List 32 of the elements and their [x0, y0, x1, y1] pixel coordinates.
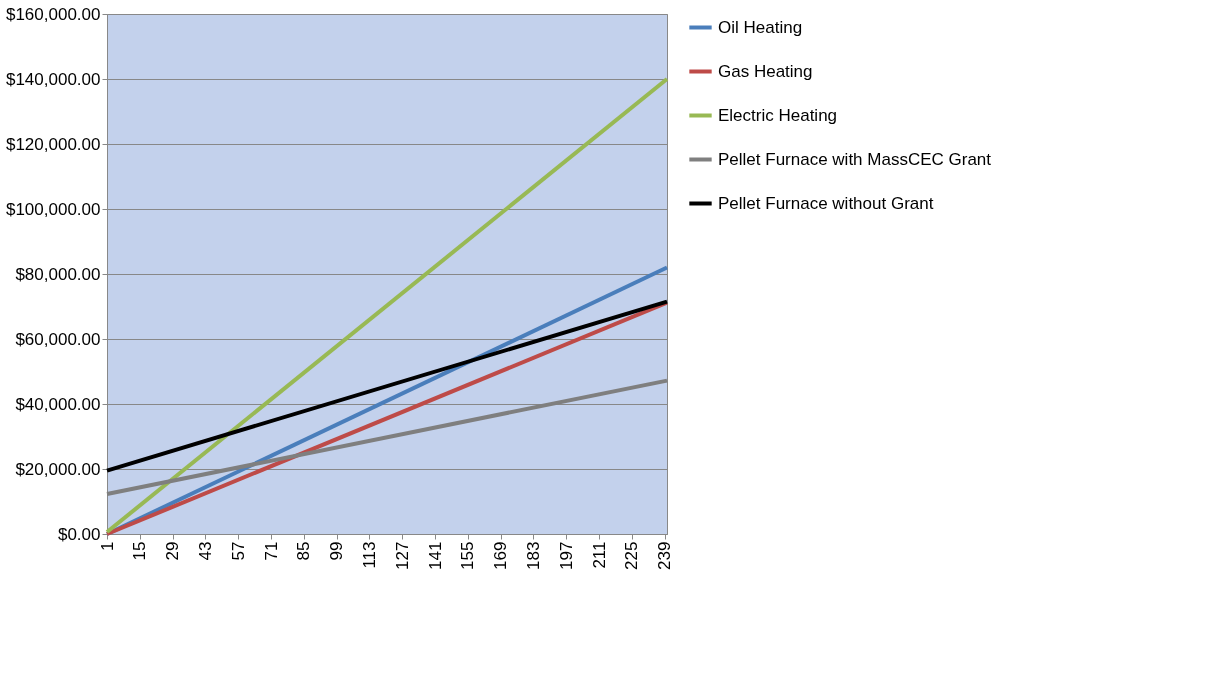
y-tick-label: $120,000.00 — [5, 134, 101, 154]
x-tick-label: 1 — [97, 541, 117, 551]
x-tick-label: 169 — [491, 541, 511, 570]
y-tick-label: $80,000.00 — [15, 264, 101, 284]
x-tick-label: 239 — [655, 541, 675, 570]
x-tick-label: 43 — [195, 541, 215, 561]
legend-label: Pellet Furnace with MassCEC Grant — [718, 149, 992, 169]
y-tick-label: $100,000.00 — [5, 199, 101, 219]
x-tick-label: 141 — [425, 541, 445, 570]
x-tick-label: 85 — [294, 541, 314, 561]
y-tick-label: $60,000.00 — [15, 329, 101, 349]
x-tick-label: 211 — [589, 541, 609, 569]
x-tick-label: 183 — [523, 541, 543, 570]
legend-label: Gas Heating — [718, 61, 813, 81]
y-tick-label: $160,000.00 — [5, 4, 101, 24]
legend-label: Pellet Furnace without Grant — [718, 193, 934, 213]
x-tick-label: 225 — [622, 541, 642, 570]
x-tick-label: 57 — [228, 541, 248, 561]
x-tick-label: 155 — [458, 541, 478, 570]
x-tick-label: 197 — [556, 541, 576, 570]
legend-label: Oil Heating — [718, 17, 803, 37]
x-tick-label: 71 — [261, 541, 281, 561]
x-tick-label: 113 — [359, 541, 379, 569]
y-tick-label: $20,000.00 — [15, 459, 101, 479]
x-tick-label: 127 — [392, 541, 412, 570]
y-tick-label: $40,000.00 — [15, 394, 101, 414]
x-tick-label: 99 — [327, 541, 347, 561]
x-tick-label: 15 — [130, 541, 150, 561]
x-tick-label: 29 — [163, 541, 183, 561]
legend-label: Electric Heating — [718, 105, 838, 125]
y-tick-label: $140,000.00 — [5, 69, 101, 89]
y-tick-label: $0.00 — [57, 524, 101, 544]
